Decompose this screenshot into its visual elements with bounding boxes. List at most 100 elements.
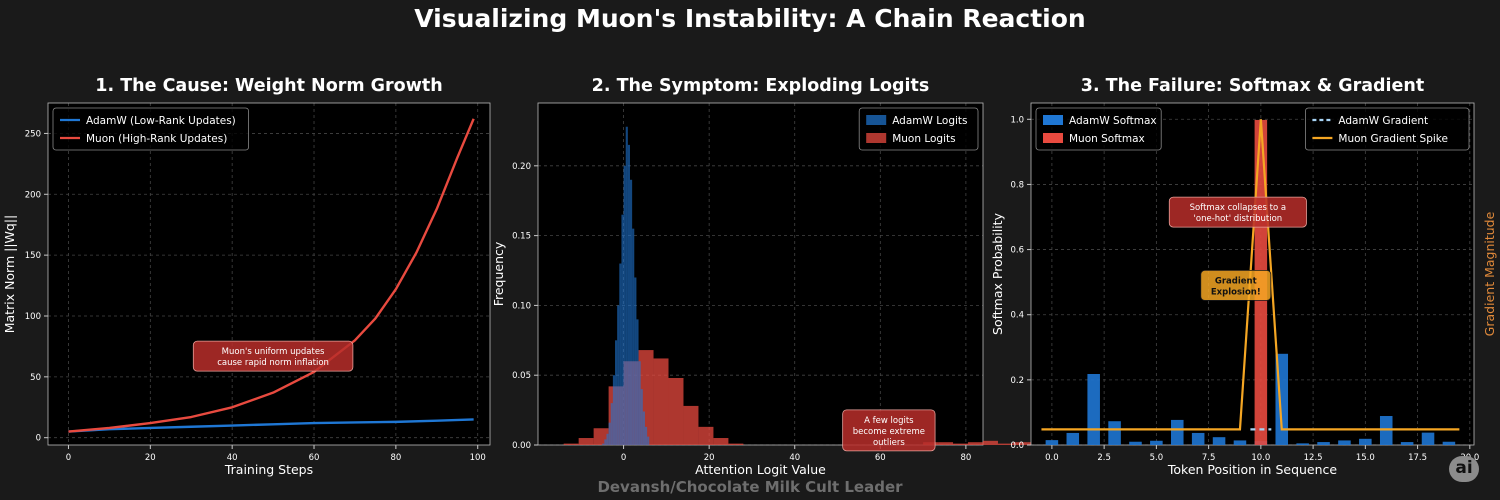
y-tick-label: 150 — [25, 251, 41, 261]
x-tick-label: 60 — [875, 453, 886, 463]
bar-adamw-softmax — [1442, 441, 1456, 445]
legend-label: AdamW (Low-Rank Updates) — [86, 115, 236, 127]
y-tick-label: 100 — [25, 312, 41, 322]
footer-credit: Devansh/Chocolate Milk Cult Leader — [597, 478, 903, 496]
annotation-text: outliers — [873, 438, 905, 448]
gradient-line-muon — [1041, 119, 1460, 431]
legend-label: AdamW Gradient — [1338, 115, 1428, 127]
hist-bar-adamw — [636, 319, 639, 445]
hist-bar-adamw — [629, 179, 633, 445]
x-tick-label: 10.0 — [1251, 453, 1270, 463]
hist-bar-adamw — [623, 165, 626, 445]
hist-bar-adamw — [625, 126, 628, 445]
hist-bar-adamw — [644, 426, 648, 445]
hist-bar-adamw — [608, 422, 611, 445]
hist-bar-adamw — [612, 375, 616, 445]
panel-title: 3. The Failure: Softmax & Gradient — [1081, 76, 1424, 96]
annotation-box: Softmax collapses to a'one-hot' distribu… — [1168, 196, 1307, 228]
y-tick-label: 250 — [25, 129, 41, 139]
y-axis-label: Frequency — [491, 241, 506, 306]
annotation-text: 'one-hot' distribution — [1194, 214, 1283, 224]
hist-bar-muon — [698, 426, 714, 445]
legend-swatch — [1043, 133, 1063, 143]
annotation-text: A few logits — [864, 416, 914, 426]
hist-bar-adamw — [632, 228, 635, 445]
hist-bar-muon — [968, 442, 983, 445]
y-axis-label: Softmax Probability — [990, 212, 1005, 335]
legend-label: Muon Softmax — [1069, 133, 1145, 145]
hist-bar-adamw — [602, 443, 605, 445]
bar-adamw-softmax — [1338, 440, 1351, 445]
hist-bar-adamw — [647, 436, 650, 445]
y-tick-label: 0.8 — [1010, 180, 1024, 190]
x-tick-label: 20 — [145, 453, 156, 463]
legend-label: AdamW Logits — [892, 115, 967, 127]
x-tick-label: 80 — [960, 453, 971, 463]
x-tick-label: 2.5 — [1097, 453, 1111, 463]
bar-adamw-softmax — [1400, 442, 1414, 445]
hist-bar-muon — [728, 443, 744, 445]
annotation-bg — [192, 340, 354, 372]
annotation-text: cause rapid norm inflation — [217, 358, 329, 368]
bar-adamw-softmax — [1045, 440, 1059, 445]
hist-bar-muon — [683, 405, 699, 445]
figure-title: Visualizing Muon's Instability: A Chain … — [414, 4, 1086, 33]
hist-bar-muon — [983, 440, 998, 445]
bar-adamw-softmax — [1296, 443, 1309, 445]
bar-adamw-softmax — [1379, 416, 1393, 445]
hist-bar-muon — [713, 438, 729, 445]
hist-bar-muon — [953, 443, 969, 445]
hist-bar-muon — [653, 358, 669, 445]
x-tick-label: 80 — [390, 453, 401, 463]
y-tick-label: 0.6 — [1010, 246, 1024, 256]
x-tick-label: 15.0 — [1356, 453, 1375, 463]
bar-adamw-softmax — [1129, 441, 1142, 445]
y-tick-label: 200 — [25, 190, 41, 200]
y-tick-label: 0.0 — [1010, 441, 1024, 451]
annotation-text: Gradient — [1215, 276, 1257, 286]
x-tick-label: 0 — [621, 453, 626, 463]
hist-bar-adamw — [604, 439, 607, 445]
x-tick-label: 7.5 — [1202, 453, 1216, 463]
bar-adamw-softmax — [1171, 419, 1184, 445]
hist-bar-adamw — [627, 144, 630, 445]
legend-swatch — [1043, 115, 1063, 125]
bar-adamw-softmax — [1359, 438, 1372, 445]
legend: AdamW Softmax Muon Softmax — [1035, 107, 1162, 151]
hist-bar-adamw — [619, 263, 622, 445]
hist-bar-adamw — [615, 340, 618, 445]
x-axis-label: Attention Logit Value — [695, 462, 826, 477]
y-tick-label: 0.15 — [512, 232, 531, 242]
hist-bar-adamw — [610, 403, 613, 445]
x-axis-label: Training Steps — [224, 462, 313, 477]
hist-bar-muon — [997, 443, 1013, 445]
y-axis-label: Matrix Norm ||Wq|| — [2, 215, 17, 334]
ai-badge[interactable]: ai — [1449, 456, 1479, 482]
legend: AdamW Logits Muon Logits — [858, 107, 979, 151]
y-tick-label: 50 — [30, 373, 41, 383]
x-tick-label: 0.0 — [1045, 453, 1059, 463]
bar-adamw-softmax — [1233, 440, 1247, 445]
legend: AdamW (Low-Rank Updates) Muon (High-Rank … — [52, 107, 250, 151]
legend-label: Muon Gradient Spike — [1338, 133, 1448, 145]
y-tick-label: 0.05 — [512, 371, 531, 381]
hist-bar-muon — [938, 442, 954, 445]
hist-bar-muon — [668, 377, 684, 445]
annotation-text: Muon's uniform updates — [222, 347, 325, 357]
x-tick-label: 40 — [789, 453, 800, 463]
legend-frame — [858, 107, 979, 151]
x-tick-label: 40 — [227, 453, 238, 463]
y-tick-label: 0.20 — [512, 162, 531, 172]
hist-bar-adamw — [634, 277, 637, 445]
annotation-text: become extreme — [853, 427, 925, 437]
hist-bar-adamw — [606, 433, 609, 445]
legend-label: Muon Logits — [892, 133, 955, 145]
hist-bar-adamw — [640, 389, 643, 445]
legend-label: Muon (High-Rank Updates) — [86, 133, 227, 145]
legend-frame — [1305, 107, 1470, 151]
y2-axis-label: Gradient Magnitude — [1482, 211, 1497, 336]
